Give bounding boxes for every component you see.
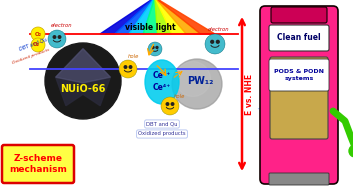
Text: Oxidized products: Oxidized products [12, 47, 50, 65]
Text: O₂⁻: O₂⁻ [33, 43, 43, 47]
Text: electron: electron [208, 27, 230, 32]
Circle shape [152, 46, 154, 48]
Circle shape [58, 36, 61, 38]
Text: visible light: visible light [125, 22, 175, 32]
Circle shape [148, 42, 162, 56]
Polygon shape [158, 0, 215, 34]
FancyBboxPatch shape [270, 57, 328, 139]
Circle shape [171, 103, 174, 105]
Polygon shape [143, 0, 157, 34]
Text: hole: hole [174, 94, 185, 99]
Polygon shape [56, 49, 110, 83]
Text: DBT and Qu: DBT and Qu [146, 122, 178, 126]
Circle shape [161, 97, 179, 115]
Text: Oxidized products: Oxidized products [138, 132, 186, 136]
Circle shape [216, 40, 219, 43]
Circle shape [119, 60, 137, 78]
FancyBboxPatch shape [2, 145, 74, 183]
Polygon shape [56, 49, 110, 106]
Polygon shape [114, 0, 153, 34]
Circle shape [129, 66, 132, 68]
Polygon shape [155, 0, 172, 34]
Polygon shape [156, 0, 186, 34]
Text: hole: hole [127, 54, 139, 59]
Text: Ce⁴⁺: Ce⁴⁺ [153, 83, 171, 91]
Polygon shape [129, 0, 154, 34]
Circle shape [175, 61, 210, 97]
FancyBboxPatch shape [269, 59, 329, 91]
Text: O₂: O₂ [35, 32, 42, 36]
Text: DBT and Qu: DBT and Qu [18, 37, 47, 51]
Ellipse shape [145, 60, 179, 104]
FancyBboxPatch shape [271, 7, 327, 23]
Text: Ce³⁺: Ce³⁺ [153, 70, 171, 80]
Circle shape [45, 43, 121, 119]
FancyBboxPatch shape [269, 25, 329, 51]
Polygon shape [157, 0, 201, 34]
Circle shape [211, 40, 214, 43]
Text: PODS & PODN
systems: PODS & PODN systems [274, 69, 324, 81]
FancyBboxPatch shape [260, 6, 338, 184]
Text: NUiO-66: NUiO-66 [60, 84, 106, 94]
Circle shape [31, 27, 45, 41]
Text: Clean fuel: Clean fuel [277, 33, 321, 43]
Circle shape [205, 34, 225, 54]
Circle shape [48, 30, 66, 48]
Text: PW₁₂: PW₁₂ [187, 76, 213, 86]
Text: electron: electron [51, 23, 73, 28]
Circle shape [124, 66, 127, 68]
Text: E vs. NHE: E vs. NHE [245, 74, 255, 115]
Circle shape [349, 145, 353, 157]
FancyBboxPatch shape [269, 173, 329, 185]
Circle shape [31, 38, 45, 52]
Text: Z-scheme
mechanism: Z-scheme mechanism [9, 154, 67, 174]
Circle shape [156, 46, 158, 48]
Polygon shape [100, 0, 152, 34]
Circle shape [166, 103, 169, 105]
Circle shape [53, 36, 56, 38]
Circle shape [172, 59, 222, 109]
